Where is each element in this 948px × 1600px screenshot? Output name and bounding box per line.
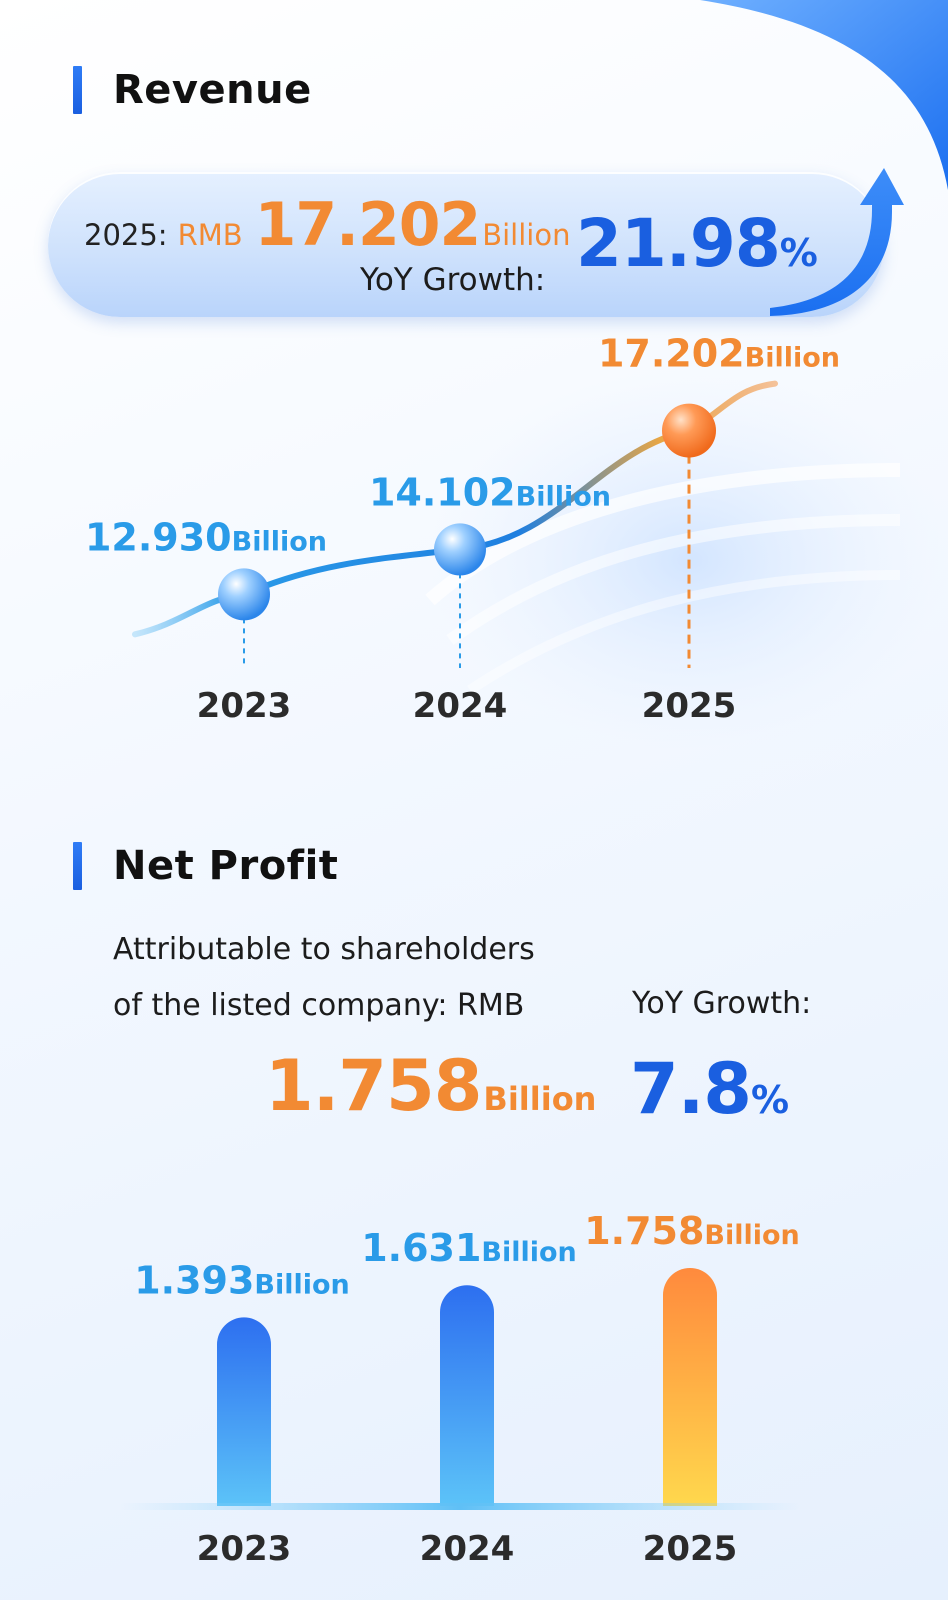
revenue-yoy-label: YoY Growth: — [360, 262, 546, 298]
net-profit-desc-line1: Attributable to shareholders — [113, 932, 535, 967]
revenue-title: Revenue — [113, 67, 312, 113]
net-profit-value-label-2024-number: 1.631 — [361, 1226, 481, 1270]
revenue-value-label-2025-number: 17.202 — [598, 332, 745, 376]
revenue-value-label-2024: 14.102Billion — [369, 470, 611, 514]
revenue-yoy-value: 21.98 % — [576, 205, 818, 282]
revenue-summary-line: 2025: RMB 17.202 Billion — [84, 190, 570, 260]
net-profit-year-tick-2024: 2024 — [420, 1529, 515, 1569]
net-profit-yoy-value: 7.8 % — [630, 1048, 789, 1130]
revenue-point-2023 — [218, 568, 270, 621]
revenue-value-label-2025: 17.202Billion — [598, 332, 840, 376]
section-accent-bar — [73, 842, 82, 890]
net-profit-value: 1.758 — [265, 1045, 482, 1127]
net-profit-value-label-2023: 1.393Billion — [134, 1258, 350, 1302]
growth-arrow-icon — [770, 168, 904, 316]
revenue-year-tick-2023: 2023 — [197, 686, 292, 726]
revenue-value-label-2023-unit: Billion — [232, 526, 327, 557]
net-profit-year-tick-2025: 2025 — [643, 1529, 738, 1569]
net-profit-value-label-2024: 1.631Billion — [361, 1226, 577, 1270]
revenue-point-2025 — [662, 403, 716, 458]
revenue-line-chart: 12.930Billion202314.102Billion202417.202… — [85, 332, 840, 726]
revenue-year-label: 2025: — [84, 218, 168, 252]
revenue-value-label-2023: 12.930Billion — [85, 515, 327, 559]
revenue-unit: Billion — [482, 218, 571, 252]
net-profit-title: Net Profit — [113, 843, 339, 889]
net-profit-value-label-2025-unit: Billion — [704, 1220, 799, 1251]
net-profit-bar-2023 — [217, 1317, 271, 1506]
revenue-summary-pill — [48, 172, 884, 317]
net-profit-bar-2025 — [663, 1268, 717, 1506]
revenue-year-tick-2025: 2025 — [642, 686, 737, 726]
net-profit-yoy-number: 7.8 — [630, 1048, 752, 1130]
revenue-point-2024 — [434, 523, 486, 576]
revenue-year-tick-2024: 2024 — [413, 686, 508, 726]
net-profit-value-label-2023-number: 1.393 — [134, 1258, 254, 1302]
net-profit-value-label-2023-unit: Billion — [254, 1269, 349, 1300]
net-profit-baseline — [120, 1503, 800, 1510]
net-profit-header: Net Profit — [73, 842, 338, 890]
revenue-yoy-number: 21.98 — [576, 205, 781, 282]
net-profit-desc-line2: of the listed company: RMB — [113, 988, 525, 1023]
net-profit-value-label-2025-number: 1.758 — [584, 1209, 704, 1253]
revenue-currency: RMB — [177, 218, 243, 252]
net-profit-value-label-2024-unit: Billion — [481, 1237, 576, 1268]
net-profit-unit: Billion — [483, 1080, 597, 1118]
section-accent-bar — [73, 66, 82, 114]
net-profit-yoy-percent: % — [751, 1078, 790, 1122]
revenue-value: 17.202 — [254, 190, 482, 260]
revenue-header: Revenue — [73, 66, 312, 114]
net-profit-bar-2024 — [440, 1285, 494, 1506]
net-profit-value-label-2025: 1.758Billion — [584, 1209, 800, 1253]
revenue-value-label-2023-number: 12.930 — [85, 515, 232, 559]
revenue-value-label-2024-number: 14.102 — [369, 470, 516, 514]
revenue-value-label-2024-unit: Billion — [516, 481, 611, 512]
revenue-yoy-percent: % — [779, 231, 818, 275]
net-profit-yoy-label: YoY Growth: — [632, 986, 812, 1021]
revenue-value-label-2025-unit: Billion — [745, 343, 840, 374]
net-profit-year-tick-2023: 2023 — [197, 1529, 292, 1569]
net-profit-description: Attributable to shareholders of the list… — [113, 922, 535, 1034]
net-profit-value-group: 1.758 Billion — [265, 1045, 596, 1127]
